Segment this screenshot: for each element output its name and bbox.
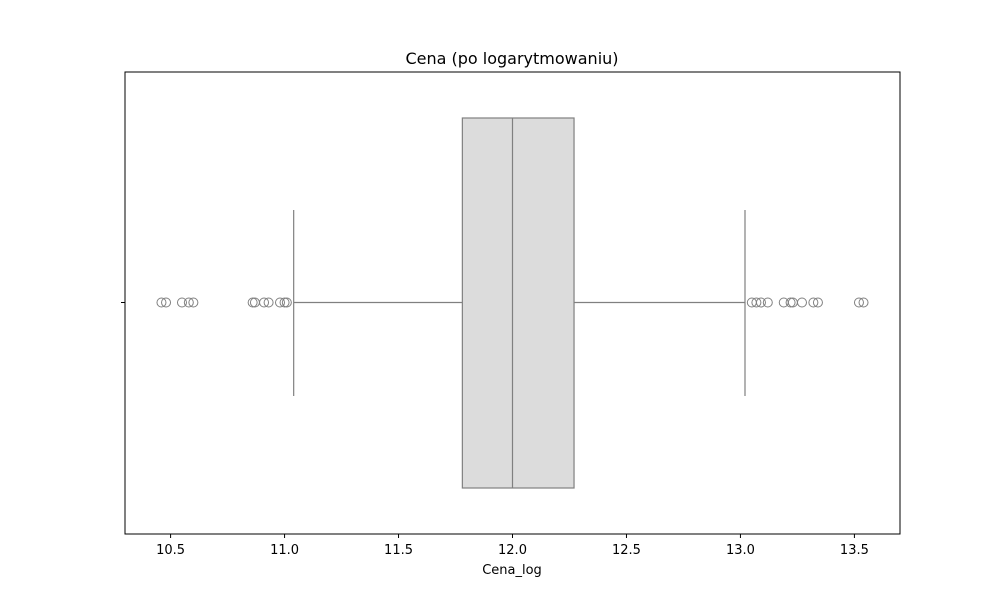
outlier-point (281, 297, 292, 308)
outlier-point (156, 297, 167, 308)
outlier-point (808, 297, 819, 308)
outlier-point (263, 297, 274, 308)
x-tick-label: 11.0 (270, 543, 299, 558)
outlier-point (762, 297, 773, 308)
outlier-point (275, 297, 285, 308)
x-tick-label: 12.0 (498, 543, 527, 558)
x-tick-label: 10.5 (156, 543, 185, 558)
outlier-point (247, 297, 258, 308)
outlier-point (249, 297, 260, 308)
chart-title: Cena (po logarytmowaniu) (405, 49, 618, 68)
x-axis-label: Cena_log (482, 563, 542, 578)
outlier-point (176, 297, 187, 308)
x-tick-label: 13.5 (840, 543, 869, 558)
outlier-point (858, 297, 869, 308)
box-iqr (461, 117, 575, 489)
x-tick-label: 11.5 (384, 543, 413, 558)
outlier-point (183, 297, 194, 308)
x-tick-label: 12.5 (612, 543, 641, 558)
outlier-point (259, 297, 270, 308)
outlier-point (853, 297, 864, 308)
outlier-point (796, 297, 807, 308)
outlier-point (188, 297, 199, 308)
outlier-point (812, 297, 823, 308)
outlier-point (279, 297, 290, 308)
plot-area (156, 117, 869, 489)
outlier-point (751, 297, 762, 308)
outlier-point (161, 297, 172, 308)
outlier-point (755, 297, 766, 308)
x-axis: 10.5 11.0 11.5 12.0 12.5 13.0 13.5 (156, 534, 869, 558)
outlier-point (787, 297, 798, 308)
outlier-point (785, 297, 796, 308)
x-tick-label: 13.0 (726, 543, 755, 558)
